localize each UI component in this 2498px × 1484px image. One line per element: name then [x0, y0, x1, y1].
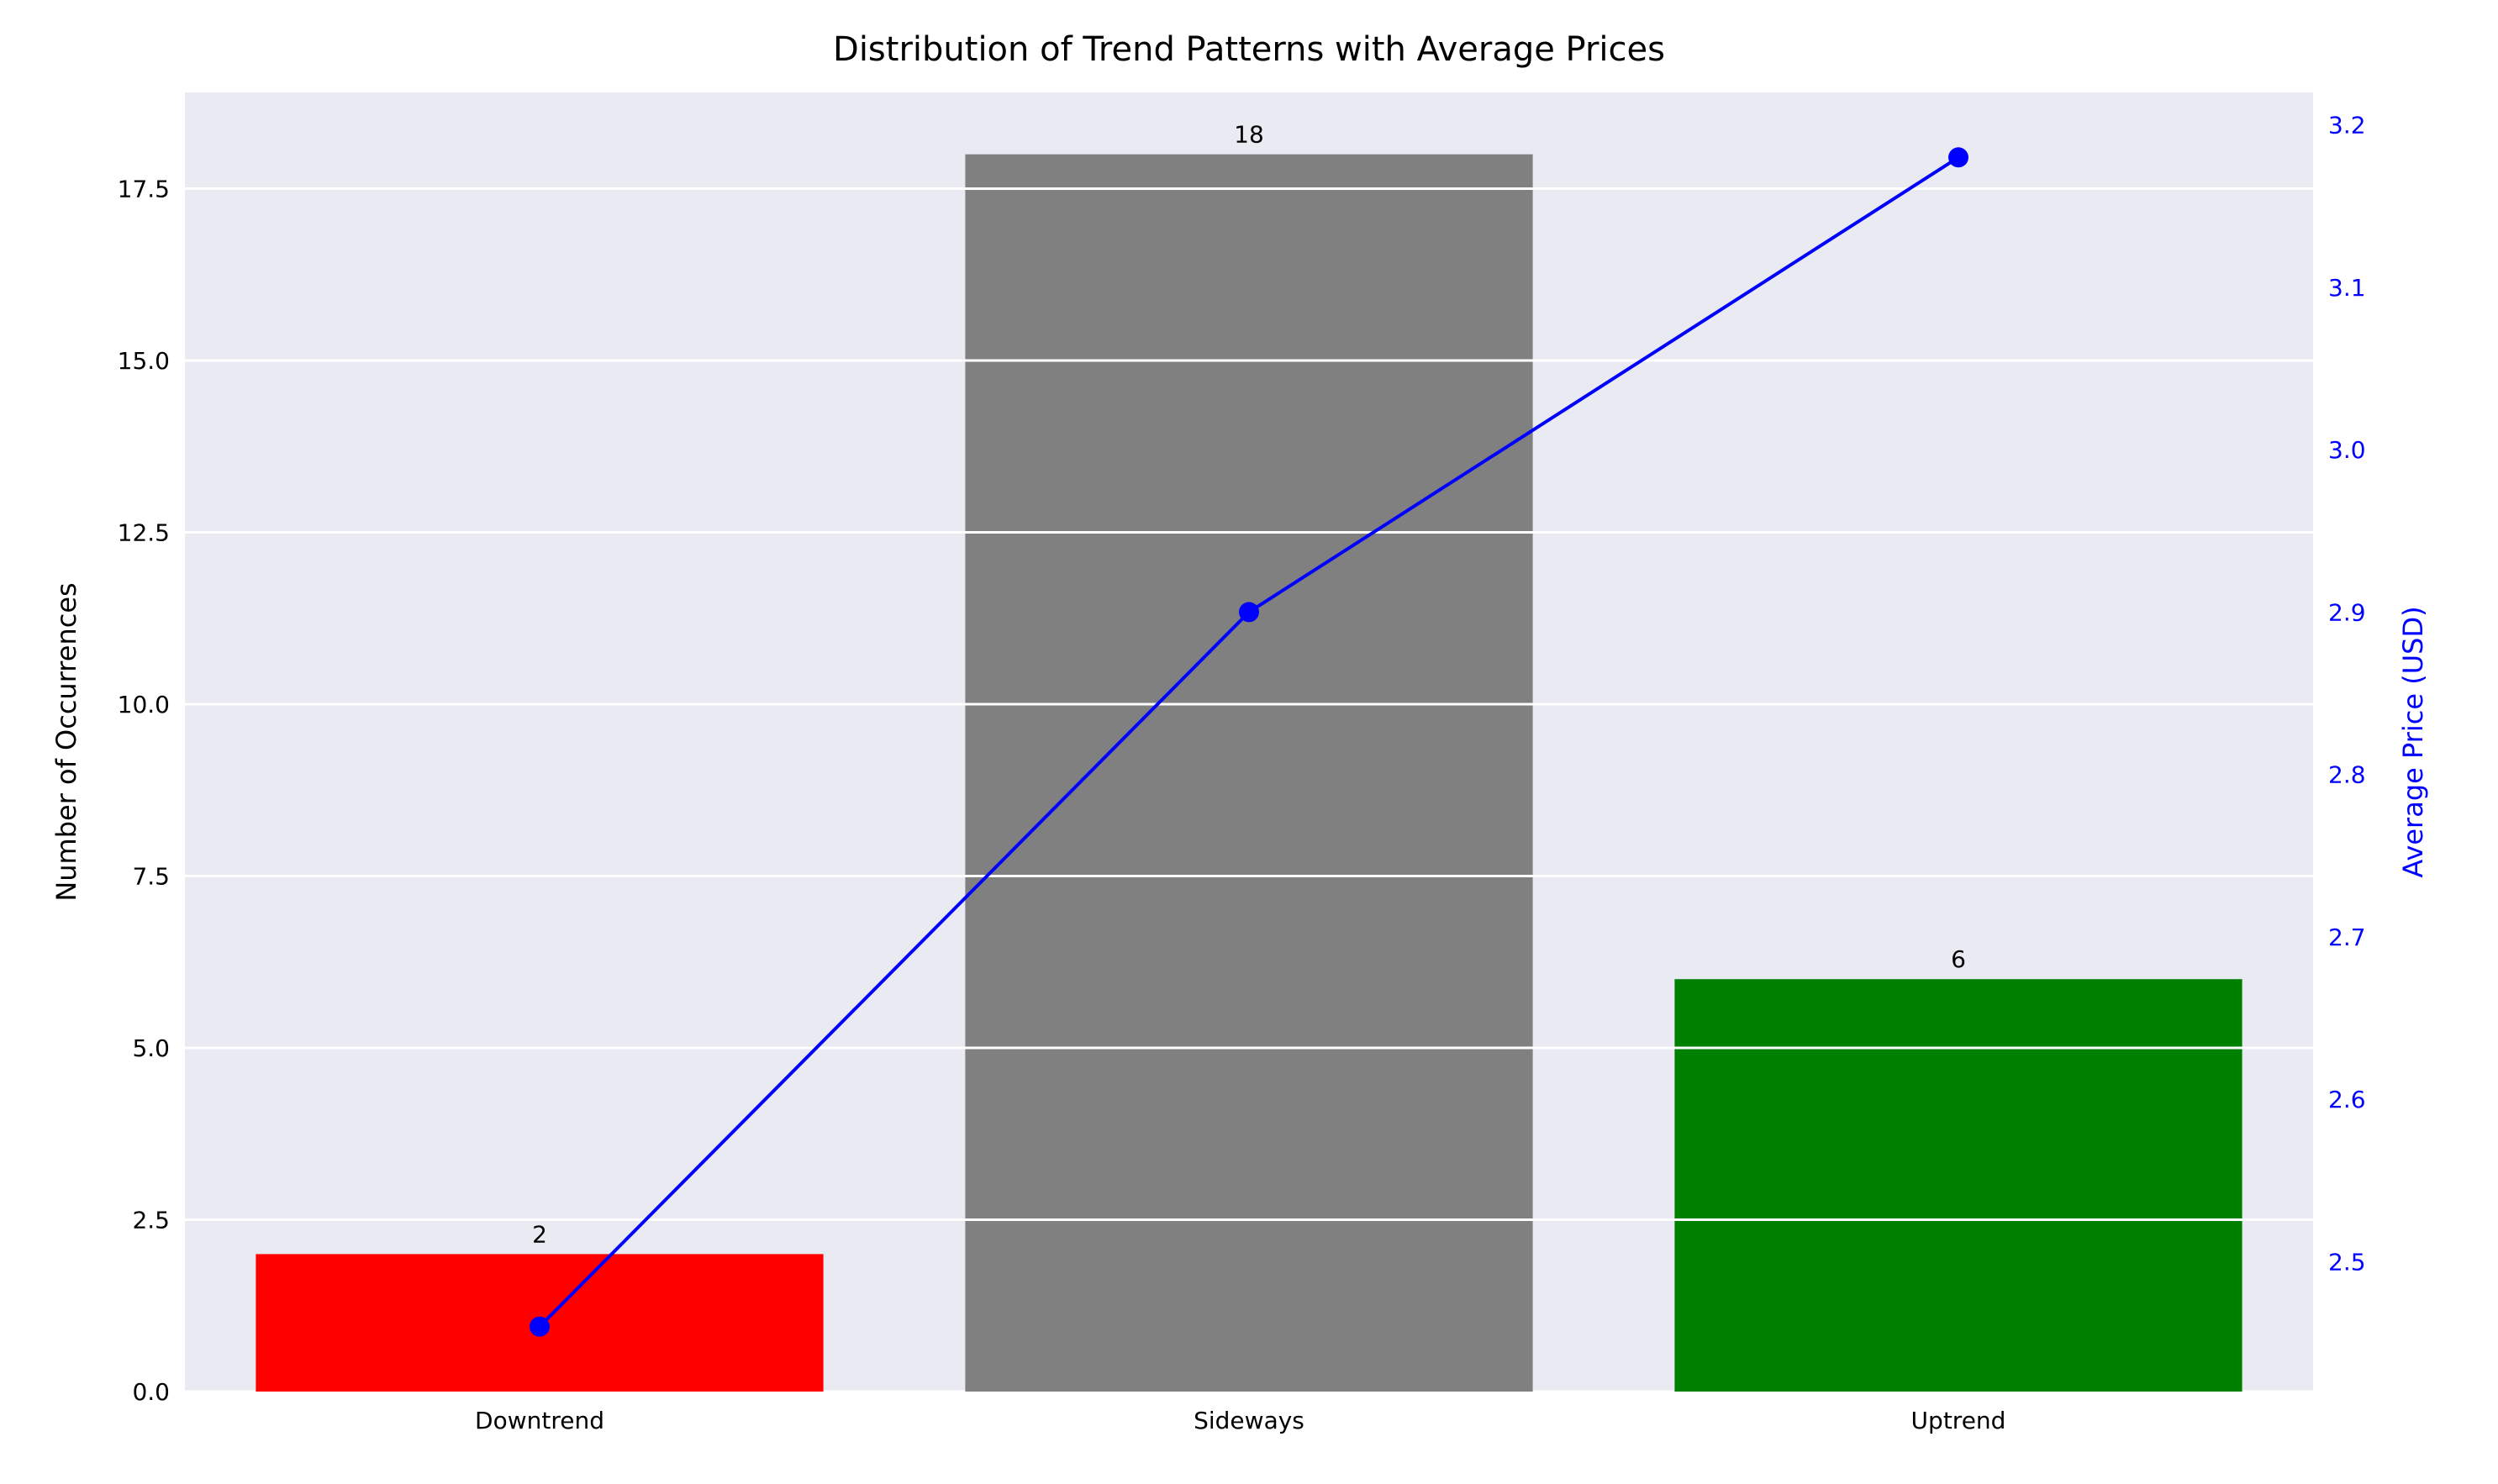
y-right-tick-label: 2.9: [2328, 598, 2366, 626]
y-left-axis-label: Number of Occurrences: [50, 582, 82, 901]
y-right-tick-label: 2.7: [2328, 924, 2366, 951]
y-right-tick-label: 2.6: [2328, 1086, 2366, 1113]
bar-line-chart: 0.0 2.5 5.0 7.5 10.0 12.5 15.0 17.5 2 Downtrend 18…: [0, 0, 2498, 1484]
avg-price-marker: [1948, 147, 1968, 167]
y-right-tick-label: 3.2: [2328, 112, 2366, 139]
x-tick-label: Sideways: [1194, 1407, 1304, 1434]
bar-value-label: 2: [532, 1220, 547, 1248]
y-left-tick-label: 7.5: [132, 863, 170, 891]
bar: [1674, 979, 2242, 1392]
y-right-axis-label: Average Price (USD): [2397, 606, 2429, 877]
bar: [965, 155, 1532, 1392]
x-tick-label: Uptrend: [1911, 1407, 2006, 1434]
y-left-tick-label: 15.0: [118, 347, 170, 375]
y-left-tick-label: 0.0: [132, 1378, 170, 1406]
y-left-tick-label: 12.5: [118, 519, 170, 547]
y-left-tick-label: 10.0: [118, 691, 170, 718]
y-left-tick-label: 5.0: [132, 1034, 170, 1062]
avg-price-marker: [1239, 602, 1259, 622]
x-tick-label: Downtrend: [475, 1407, 604, 1434]
bar-value-label: 18: [1234, 121, 1264, 149]
chart-container: 0.0 2.5 5.0 7.5 10.0 12.5 15.0 17.5 2 Downtrend 18…: [0, 0, 2498, 1484]
avg-price-marker: [530, 1317, 550, 1337]
chart-title: Distribution of Trend Patterns with Aver…: [833, 30, 1665, 69]
y-right-tick-label: 3.1: [2328, 274, 2366, 302]
y-right-tick-label: 2.8: [2328, 761, 2366, 789]
y-left-tick-label: 2.5: [132, 1207, 170, 1234]
y-left-tick-label: 17.5: [118, 176, 170, 203]
y-right-tick-label: 3.0: [2328, 436, 2366, 464]
y-right-tick-label: 2.5: [2328, 1248, 2366, 1276]
bar-value-label: 6: [1951, 945, 1966, 973]
